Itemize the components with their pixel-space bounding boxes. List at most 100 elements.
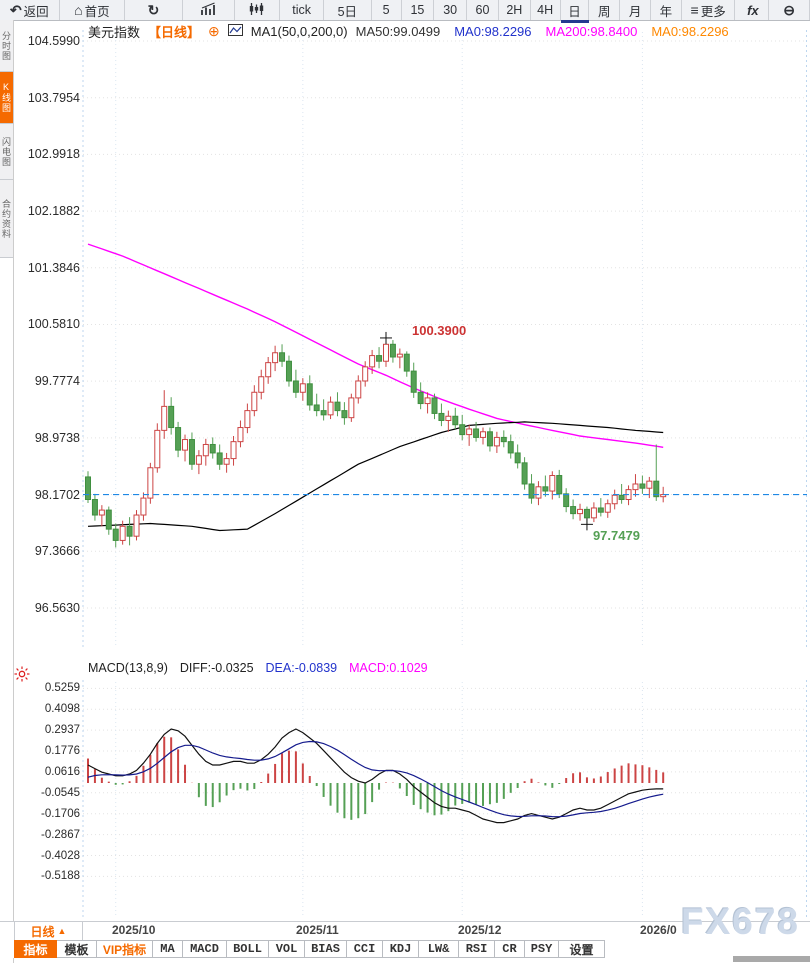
toolbar-day-label: 日 xyxy=(568,4,581,19)
macd-axis-label: 0.5259 xyxy=(44,682,80,695)
toolbar-year[interactable]: 年 xyxy=(651,0,682,20)
indicator-tab-boll[interactable]: BOLL xyxy=(227,940,269,958)
macd-macd-value: MACD:0.1029 xyxy=(349,661,428,675)
indicator-tab-psy[interactable]: PSY xyxy=(525,940,559,958)
toolbar-5d-label: 5日 xyxy=(337,4,358,19)
toolbar-5d[interactable]: 5日 xyxy=(324,0,372,20)
toolbar-back-label: 返回 xyxy=(23,4,49,19)
toolbar-m60[interactable]: 60 xyxy=(467,0,499,20)
price-axis-label: 99.7774 xyxy=(34,374,80,389)
toolbar-m15[interactable]: 15 xyxy=(402,0,435,20)
home-icon: ⌂ xyxy=(74,2,83,18)
price-axis-label: 103.7954 xyxy=(27,90,80,105)
indicator-tab-ma[interactable]: MA xyxy=(153,940,183,958)
period-selector[interactable]: 日线 ▲ xyxy=(14,922,83,940)
refresh-icon: ↻ xyxy=(147,2,160,18)
sidebar-item-lightning[interactable]: 闪电图 xyxy=(0,124,13,180)
instrument-title: 美元指数 xyxy=(88,25,141,40)
indicator-tab-cci[interactable]: CCI xyxy=(347,940,383,958)
toolbar-h4-label: 4H xyxy=(537,3,554,17)
toolbar-tick-label: tick xyxy=(292,3,311,17)
toolbar-home[interactable]: ⌂ 首页 xyxy=(60,0,126,20)
indicator-tab-bias[interactable]: BIAS xyxy=(305,940,347,958)
macd-axis-label: -0.4028 xyxy=(40,849,80,862)
period-tag: 【日线】 xyxy=(148,25,201,40)
x-axis-row: 日线 ▲ 2025/10 2025/11 2025/12 2026/0 xyxy=(0,921,810,941)
toolbar-candlestick-button[interactable] xyxy=(235,0,281,20)
bar-chart-icon xyxy=(200,2,217,18)
toolbar-h2[interactable]: 2H xyxy=(499,0,531,20)
macd-settings-icon[interactable] xyxy=(13,665,31,688)
indicator-tab-rsi[interactable]: RSI xyxy=(459,940,495,958)
zoom-out-icon: ⊖ xyxy=(783,2,795,18)
toolbar-m30[interactable]: 30 xyxy=(434,0,468,20)
ma-settings-label: MA1(50,0,200,0) xyxy=(250,24,348,39)
toolbar-tick[interactable]: tick xyxy=(280,0,324,20)
toolbar-m5-label: 5 xyxy=(382,3,390,17)
toolbar-bar-chart-button[interactable] xyxy=(183,0,235,20)
price-axis-label: 100.5810 xyxy=(27,317,80,332)
toolbar-zoom-out-button[interactable]: ⊖ xyxy=(769,0,810,20)
toolbar-refresh-button[interactable]: ↻ xyxy=(125,0,183,20)
macd-dea-value: DEA:-0.0839 xyxy=(265,661,338,675)
toolbar-home-label: 首页 xyxy=(84,4,110,19)
chart-header: 美元指数 【日线】 ⊕ MA1(50,0,200,0) MA50:99.0499… xyxy=(88,22,729,41)
menu-icon: ≡ xyxy=(690,2,699,18)
toolbar-h2-label: 2H xyxy=(506,3,523,17)
top-toolbar: ↶ 返回 ⌂ 首页 ↻ tick 5日 5 15 30 60 2H 4H 日周月年 ≡ 更多 fx ⊖ xyxy=(0,0,810,21)
toolbar-day[interactable]: 日 xyxy=(561,0,590,20)
macd-axis-label: -0.2867 xyxy=(40,828,80,841)
ma-value-1: MA0:98.2296 xyxy=(454,24,532,39)
indicator-tab-vip-indicators[interactable]: VIP指标 xyxy=(97,940,153,958)
indicator-tab-vol[interactable]: VOL xyxy=(269,940,305,958)
toolbar-m30-label: 30 xyxy=(443,3,458,17)
indicator-tab-kdj[interactable]: KDJ xyxy=(383,940,419,958)
horizontal-scrollbar[interactable] xyxy=(733,956,810,962)
diff-line xyxy=(87,728,664,824)
toolbar-fx[interactable]: fx xyxy=(735,0,770,20)
price-axis-label: 101.3846 xyxy=(27,260,80,275)
toolbar-more[interactable]: ≡ 更多 xyxy=(682,0,736,20)
back-arrow-icon: ↶ xyxy=(9,2,22,18)
sidebar-item-time-share[interactable]: 分时图 xyxy=(0,20,13,72)
price-axis-label: 98.9738 xyxy=(34,430,80,445)
toolbar-month[interactable]: 月 xyxy=(620,0,651,20)
ma-values: MA50:99.0499 MA0:98.2296 MA200:98.8400 MA0:… xyxy=(356,24,729,39)
add-indicator-icon[interactable]: ⊕ xyxy=(208,23,220,39)
macd-axis-label: -0.1706 xyxy=(40,807,80,820)
macd-axis-label: 0.1776 xyxy=(44,745,80,758)
ma-value-2: MA200:98.8400 xyxy=(545,24,638,39)
toolbar-year-label: 年 xyxy=(659,4,673,19)
date-axis-label: 2026/0 xyxy=(640,923,677,937)
indicator-tab-cr[interactable]: CR xyxy=(495,940,525,958)
mini-chart-icon xyxy=(227,24,243,39)
macd-header: MACD(13,8,9) DIFF:-0.0325 DEA:-0.0839 MA… xyxy=(88,661,428,675)
price-axis-label: 97.3666 xyxy=(34,544,80,559)
indicator-tab-lw[interactable]: LW& xyxy=(419,940,459,958)
bottom-toolbar: 指标 模板 VIP指标 MA MACD BOLL VOL BIAS CCI KDJ LW& RSI CR… xyxy=(0,940,810,958)
toolbar-h4[interactable]: 4H xyxy=(531,0,561,20)
ma-value-0: MA50:99.0499 xyxy=(355,24,441,39)
macd-axis-label: 0.4098 xyxy=(44,703,80,716)
toolbar-more-label: 更多 xyxy=(700,4,726,19)
macd-axis-label: -0.0545 xyxy=(40,786,80,799)
low-price-annotation: 97.7479 xyxy=(592,528,640,544)
toolbar-week-label: 周 xyxy=(598,4,611,19)
date-axis-label: 2025/10 xyxy=(112,923,156,937)
macd-axis-label: 0.0616 xyxy=(44,765,80,778)
sidebar-item-kline[interactable]: K线图 xyxy=(0,72,13,124)
ma-value-3: MA0:98.2296 xyxy=(651,24,729,39)
indicator-tab-templates[interactable]: 模板 xyxy=(57,940,97,958)
indicator-tab-settings[interactable]: 设置 xyxy=(559,940,605,958)
toolbar-month-label: 月 xyxy=(628,4,642,19)
toolbar-m5[interactable]: 5 xyxy=(372,0,402,20)
toolbar-back[interactable]: ↶ 返回 xyxy=(0,0,60,20)
toolbar-week[interactable]: 周 xyxy=(589,0,621,20)
indicator-tab-macd[interactable]: MACD xyxy=(183,940,227,958)
indicator-tab-indicators[interactable]: 指标 xyxy=(14,940,57,958)
ma200-line xyxy=(87,243,664,448)
sidebar-item-contract-info[interactable]: 合约资料 xyxy=(0,180,13,258)
macd-axis-label: 0.2937 xyxy=(44,724,80,737)
grid-lines xyxy=(82,30,807,920)
